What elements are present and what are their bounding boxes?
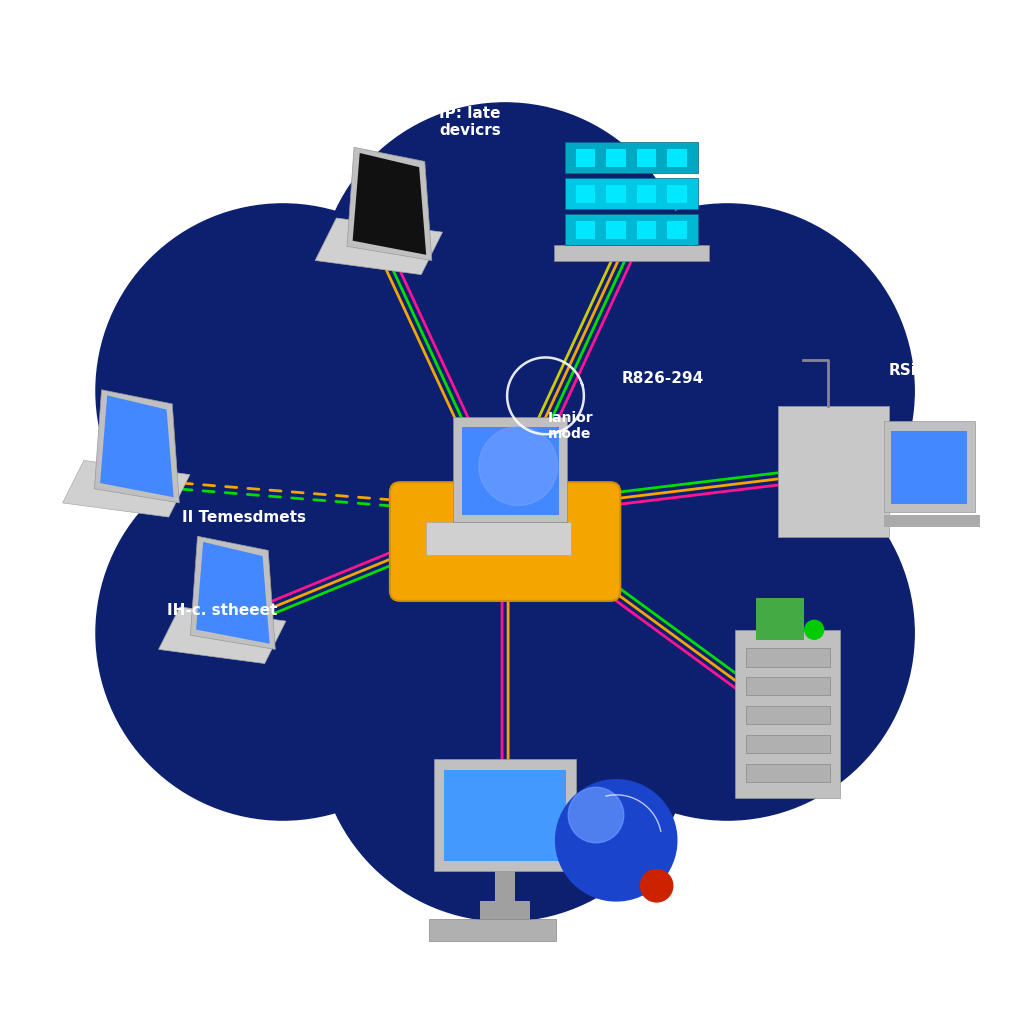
Bar [745, 706, 830, 724]
Bar [606, 185, 626, 203]
Bar [564, 142, 698, 173]
Polygon shape [196, 542, 269, 644]
Bar [575, 150, 595, 167]
Bar [495, 870, 515, 901]
Text: II Temesdmets: II Temesdmets [182, 510, 306, 524]
Bar [735, 630, 841, 798]
Bar [434, 760, 575, 870]
Polygon shape [190, 537, 275, 649]
Circle shape [318, 102, 692, 476]
Circle shape [568, 787, 624, 843]
Bar [429, 919, 556, 941]
Circle shape [318, 548, 692, 922]
Bar [668, 150, 687, 167]
Bar [575, 185, 595, 203]
Polygon shape [315, 218, 442, 274]
Polygon shape [100, 395, 174, 498]
Bar [637, 221, 656, 240]
Bar [892, 431, 968, 505]
Polygon shape [352, 153, 426, 255]
Bar [745, 735, 830, 754]
Bar [575, 221, 595, 240]
Circle shape [479, 427, 558, 506]
Circle shape [96, 204, 470, 578]
Polygon shape [347, 147, 432, 260]
Circle shape [202, 209, 808, 815]
Bar [884, 421, 975, 512]
Bar [668, 221, 687, 240]
Circle shape [541, 446, 914, 820]
Bar [606, 221, 626, 240]
Bar [745, 764, 830, 782]
Circle shape [96, 446, 470, 820]
Polygon shape [453, 417, 567, 522]
Text: NIC mastbits: NIC mastbits [828, 820, 938, 836]
Bar [444, 770, 565, 860]
Polygon shape [159, 607, 286, 664]
Polygon shape [426, 522, 570, 555]
Text: RSilutledlass: RSilutledlass [889, 364, 1000, 378]
Text: IP: late
devicrs: IP: late devicrs [439, 105, 501, 138]
Circle shape [805, 621, 823, 639]
Circle shape [640, 869, 673, 902]
Circle shape [541, 204, 914, 578]
Bar [554, 245, 710, 261]
Bar [480, 901, 530, 922]
Text: IP: late
devicrs: IP: late devicrs [429, 972, 492, 1004]
Text: R826-294: R826-294 [622, 371, 703, 386]
Text: IH-c. stheeet: IH-c. stheeet [167, 603, 278, 617]
Text: Dihetrnted
Nov 97 s
716-512-4002: Dihetrnted Nov 97 s 716-512-4002 [570, 931, 679, 978]
Polygon shape [463, 427, 559, 515]
FancyBboxPatch shape [390, 482, 621, 601]
Bar [564, 178, 698, 209]
Bar [745, 677, 830, 695]
Bar [564, 214, 698, 245]
Text: Ianior
mode: Ianior mode [548, 411, 594, 441]
Bar [668, 185, 687, 203]
Bar [778, 406, 889, 538]
Bar [637, 185, 656, 203]
Bar [637, 150, 656, 167]
Circle shape [556, 779, 677, 901]
Bar [606, 150, 626, 167]
Bar [884, 514, 980, 527]
Polygon shape [94, 390, 179, 503]
Bar [757, 598, 804, 640]
Bar [745, 648, 830, 667]
Polygon shape [62, 461, 189, 517]
